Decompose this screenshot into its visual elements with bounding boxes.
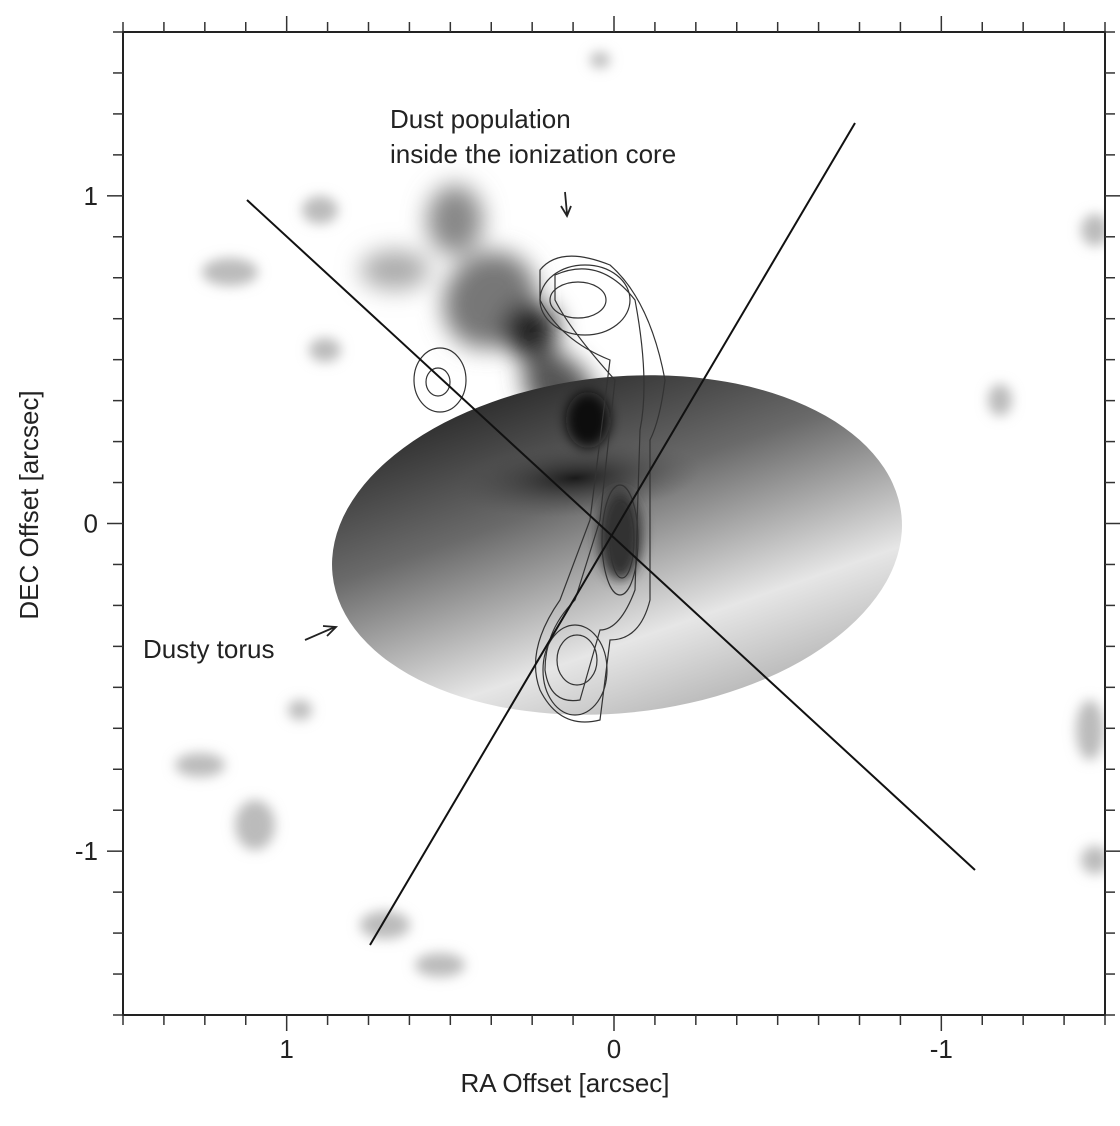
x-tick-label: 1	[279, 1034, 293, 1064]
y-axis-label: DEC Offset [arcsec]	[14, 390, 44, 619]
annotation-arrow	[560, 191, 572, 219]
x-axis-label: RA Offset [arcsec]	[460, 1068, 669, 1098]
core-emission	[566, 392, 642, 580]
y-tick-label: -1	[75, 836, 98, 866]
annotation: Dust population	[390, 104, 571, 134]
annotation-arrow	[304, 625, 339, 641]
y-tick-label: 0	[84, 509, 98, 539]
annotation: Dusty torus	[143, 634, 275, 664]
x-tick-label: 0	[607, 1034, 621, 1064]
x-tick-label: -1	[930, 1034, 953, 1064]
annotation: inside the ionization core	[390, 139, 676, 169]
contours	[413, 255, 666, 723]
cone-lines	[246, 122, 976, 946]
image-layer	[175, 52, 1105, 977]
y-tick-label: 1	[84, 181, 98, 211]
